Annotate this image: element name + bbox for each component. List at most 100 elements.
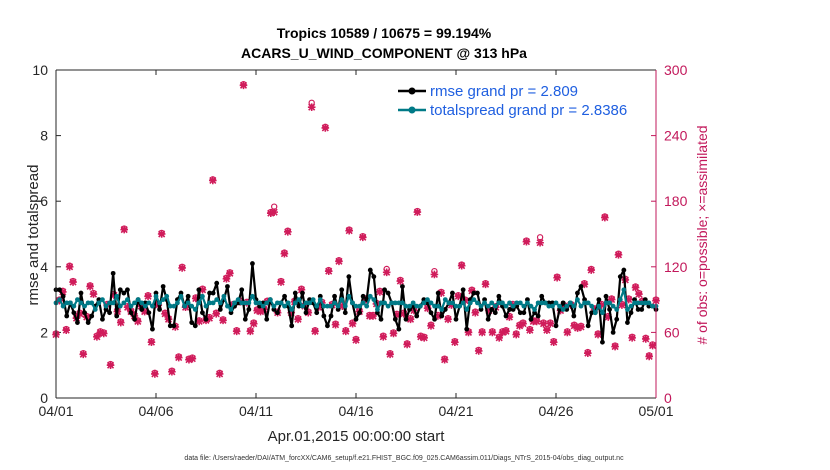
y-tick-label-right: 240 xyxy=(664,128,688,144)
rmse-point xyxy=(150,326,155,332)
spread-point xyxy=(628,303,634,309)
obs-assimilated-point xyxy=(270,208,278,216)
spread-point xyxy=(203,303,209,309)
spread-point xyxy=(207,300,212,306)
rmse-point xyxy=(346,274,352,280)
obs-assimilated-point xyxy=(209,176,217,185)
rmse-point xyxy=(282,293,287,299)
obs-assimilated-point xyxy=(471,308,480,317)
spread-point xyxy=(460,300,466,306)
rmse-point xyxy=(496,293,502,299)
obs-assimilated-point xyxy=(161,310,169,318)
obs-assimilated-point xyxy=(359,233,367,242)
rmse-point xyxy=(492,310,498,316)
rmse-point xyxy=(60,293,66,299)
spread-point xyxy=(535,300,541,306)
rmse-point xyxy=(353,316,359,322)
spread-point xyxy=(128,303,134,309)
spread-point xyxy=(346,293,352,299)
spread-point xyxy=(532,307,537,312)
spread-point xyxy=(625,307,630,312)
obs-assimilated-point xyxy=(526,326,534,335)
spread-point xyxy=(485,303,491,309)
spread-point xyxy=(364,303,370,309)
legend-rmse-label: rmse grand pr = 2.809 xyxy=(430,83,578,100)
rmse-point xyxy=(321,313,327,319)
spread-point xyxy=(528,303,534,309)
rmse-point xyxy=(507,307,512,312)
obs-assimilated-point xyxy=(294,315,302,324)
obs-assimilated-point xyxy=(86,282,94,291)
obs-assimilated-point xyxy=(423,304,432,313)
rmse-point xyxy=(103,307,109,312)
rmse-point xyxy=(475,290,480,296)
spread-point xyxy=(564,303,570,309)
spread-point xyxy=(314,303,320,309)
obs-assimilated-point xyxy=(546,319,555,328)
obs-assimilated-point xyxy=(116,318,125,327)
spread-point xyxy=(75,297,80,302)
obs-assimilated-point xyxy=(580,280,589,289)
obs-assimilated-point xyxy=(587,266,596,274)
rmse-point xyxy=(82,310,87,316)
spread-point xyxy=(510,303,516,309)
spread-point xyxy=(300,303,305,309)
spread-point xyxy=(514,300,520,306)
y-tick-label-left: 2 xyxy=(40,324,48,340)
spread-point xyxy=(446,300,452,306)
obs-assimilated-point xyxy=(226,269,234,278)
spread-point xyxy=(360,300,366,306)
spread-point xyxy=(292,300,298,306)
obs-assimilated-point xyxy=(512,330,521,339)
rmse-point xyxy=(485,316,491,322)
rmse-point xyxy=(442,307,448,312)
rmse-point xyxy=(157,307,162,312)
spread-point xyxy=(635,300,641,306)
spread-point xyxy=(542,300,548,306)
spread-point xyxy=(478,303,484,309)
obs-assimilated-point xyxy=(539,319,548,328)
spread-point xyxy=(182,303,187,309)
obs-assimilated-point xyxy=(284,228,292,236)
obs-assimilated-point xyxy=(416,332,425,341)
obs-assimilated-point xyxy=(406,315,415,324)
obs-assimilated-point xyxy=(519,319,527,328)
obs-assimilated-point xyxy=(307,103,316,111)
spread-point xyxy=(260,303,266,309)
rmse-point xyxy=(407,307,412,312)
rmse-point xyxy=(439,313,445,319)
spread-point xyxy=(560,307,566,312)
spread-point xyxy=(507,300,512,306)
spread-point xyxy=(189,303,195,309)
rmse-point xyxy=(110,270,116,276)
rmse-point xyxy=(160,284,166,289)
spread-point xyxy=(153,293,159,299)
spread-point xyxy=(239,300,245,306)
spread-point xyxy=(646,300,652,306)
obs-assimilated-point xyxy=(641,335,650,343)
obs-assimilated-point xyxy=(195,317,203,326)
rmse-point xyxy=(78,290,84,296)
obs-assimilated-point xyxy=(522,237,531,246)
spread-point xyxy=(603,300,609,306)
obs-assimilated-point xyxy=(648,341,657,350)
spread-point xyxy=(242,300,248,306)
obs-assimilated-point xyxy=(403,340,411,349)
spread-point xyxy=(114,293,120,299)
rmse-point xyxy=(628,310,634,316)
spread-point xyxy=(382,300,387,306)
rmse-point xyxy=(489,307,495,312)
obs-assimilated-point xyxy=(140,307,149,316)
obs-assimilated-point xyxy=(611,342,619,351)
obs-assimilated-point xyxy=(147,338,156,347)
obs-assimilated-point xyxy=(474,347,483,355)
obs-assimilated-point xyxy=(607,295,616,304)
obs-assimilated-point xyxy=(577,323,585,331)
spread-point xyxy=(210,300,216,306)
rmse-point xyxy=(300,290,305,296)
legend-spread-marker xyxy=(408,106,416,114)
spread-point xyxy=(642,300,648,306)
rmse-point xyxy=(642,297,648,302)
obs-assimilated-point xyxy=(185,355,193,364)
obs-assimilated-point xyxy=(174,353,183,362)
